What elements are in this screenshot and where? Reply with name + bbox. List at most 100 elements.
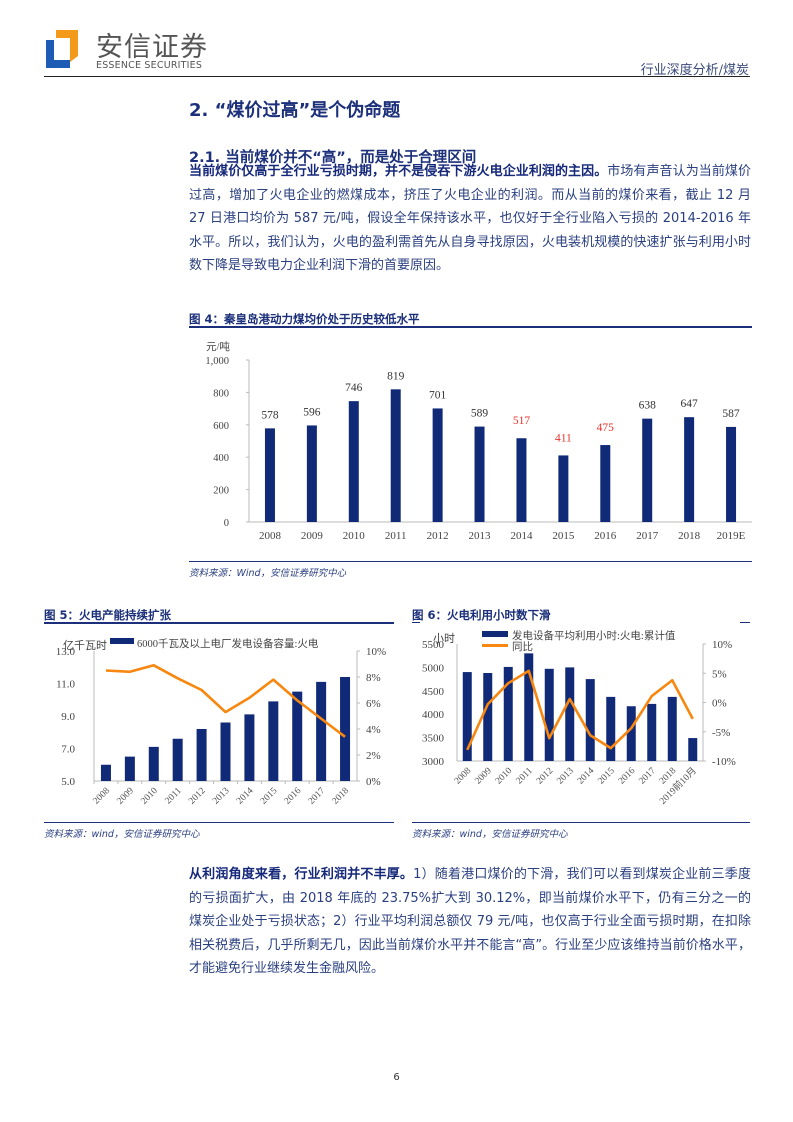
bar bbox=[316, 681, 327, 781]
x-tick-label: 2009 bbox=[115, 786, 136, 807]
bar bbox=[626, 706, 636, 761]
x-tick-label: 2012 bbox=[535, 766, 556, 787]
data-label: 517 bbox=[513, 415, 531, 427]
y-tick-label: 13.0 bbox=[56, 646, 76, 658]
logo-company-name: 安信证券 bbox=[96, 32, 208, 63]
y-tick-label: 800 bbox=[213, 388, 229, 399]
figure-6-rule-right bbox=[740, 622, 750, 623]
bar bbox=[688, 738, 698, 761]
y2-tick-label: 8% bbox=[366, 672, 381, 684]
report-type: 行业深度分析/煤炭 bbox=[640, 63, 749, 78]
bar bbox=[306, 425, 317, 522]
y2-tick-label: 2% bbox=[366, 750, 381, 762]
y-tick-label: 1,000 bbox=[205, 356, 229, 367]
x-tick-label: 2009 bbox=[301, 530, 324, 542]
x-tick-label: 2012 bbox=[187, 786, 208, 807]
x-tick-label: 2008 bbox=[453, 766, 474, 787]
bar bbox=[483, 673, 493, 761]
x-tick-label: 2009 bbox=[473, 766, 494, 787]
bar bbox=[606, 696, 616, 761]
data-label: 746 bbox=[345, 382, 363, 394]
y2-tick-label: -5% bbox=[712, 727, 730, 739]
data-label: 647 bbox=[681, 398, 699, 410]
figure-4-title: 图 4：秦皇岛港动力煤均价处于历史较低水平 bbox=[189, 312, 420, 326]
x-tick-label: 2014 bbox=[235, 786, 256, 807]
paragraph-2-lead: 从利润角度来看，行业利润并不丰厚。 bbox=[189, 867, 414, 882]
paragraph-1-lead: 当前煤价仅高于全行业亏损时期，并不是侵吞下游火电企业利润的主因。 bbox=[189, 164, 608, 179]
x-tick-label: 2015 bbox=[552, 530, 575, 542]
x-tick-label: 2015 bbox=[259, 786, 280, 807]
x-tick-label: 2011 bbox=[164, 786, 184, 806]
bar bbox=[565, 667, 575, 761]
x-tick-label: 2008 bbox=[259, 530, 282, 542]
page-number: 6 bbox=[393, 1072, 400, 1083]
bar bbox=[100, 764, 111, 781]
x-tick-label: 2013 bbox=[555, 766, 576, 787]
bar bbox=[196, 729, 207, 781]
legend-bar-label: 发电设备平均利用小时:火电:累计值 bbox=[512, 629, 676, 642]
legend-line-label: 同比 bbox=[512, 640, 533, 653]
x-tick-label: 2018 bbox=[331, 786, 352, 807]
y-tick-label: 7.0 bbox=[61, 744, 75, 756]
figure-5-rule bbox=[44, 622, 394, 624]
bar bbox=[432, 408, 443, 522]
bar bbox=[124, 756, 135, 781]
y-tick-label: 0 bbox=[224, 518, 229, 529]
figure-5-source: 资料来源：wind，安信证券研究中心 bbox=[44, 829, 200, 840]
bar bbox=[503, 666, 513, 761]
x-tick-label: 2013 bbox=[211, 786, 232, 807]
yoy-line bbox=[105, 663, 346, 738]
y-tick-label: 11.0 bbox=[56, 679, 75, 691]
y2-tick-label: 5% bbox=[712, 668, 727, 680]
y-tick-label: 5000 bbox=[422, 662, 445, 674]
bar bbox=[558, 455, 569, 522]
x-tick-label: 2017 bbox=[307, 786, 328, 807]
paragraph-1-body: 市场有声音认为当前煤价过高，增加了火电企业的燃煤成本，挤压了火电企业的利润。而从… bbox=[189, 164, 751, 273]
bar bbox=[647, 703, 657, 761]
paragraph-2: 从利润角度来看，行业利润并不丰厚。1）随着港口煤价的下滑，我们可以看到煤炭企业前… bbox=[189, 863, 751, 981]
y-tick-label: 200 bbox=[213, 486, 229, 497]
y2-tick-label: 4% bbox=[366, 724, 381, 736]
logo-icon bbox=[44, 28, 80, 70]
figure-4-source-rule bbox=[189, 561, 752, 562]
x-tick-label: 2011 bbox=[385, 530, 407, 542]
bar bbox=[462, 672, 472, 761]
y-axis-unit: 亿千瓦时 bbox=[63, 639, 107, 652]
data-label: 587 bbox=[722, 408, 740, 420]
figure-4-chart: 元/吨 0 200 400 600 800 1,000 578 2008 596 2009 746 20… bbox=[189, 333, 752, 553]
y-tick-label: 9.0 bbox=[61, 711, 75, 723]
x-tick-label: 2014 bbox=[576, 766, 597, 787]
x-tick-label: 2013 bbox=[469, 530, 492, 542]
y-tick-label: 600 bbox=[213, 421, 229, 432]
x-tick-label: 2010 bbox=[343, 530, 366, 542]
data-label: 475 bbox=[597, 422, 615, 434]
y-axis-unit: 小时 bbox=[433, 632, 455, 645]
data-label: 578 bbox=[261, 409, 279, 421]
y2-tick-label: 6% bbox=[366, 698, 381, 710]
x-tick-label: 2011 bbox=[515, 766, 535, 786]
figure-5-chart: 5.0 7.0 9.0 11.0 13.0 0% 2% 4% 6% 8% 10% 2008 2009 20… bbox=[44, 630, 394, 820]
bar bbox=[244, 714, 255, 781]
bar bbox=[340, 677, 351, 781]
bar bbox=[600, 445, 611, 522]
bar bbox=[268, 701, 279, 781]
y-tick-label: 3000 bbox=[422, 756, 445, 768]
bar bbox=[348, 401, 359, 522]
data-label: 411 bbox=[555, 432, 572, 444]
bar bbox=[544, 668, 554, 761]
logo-english-name: ESSENCE SECURITIES bbox=[96, 60, 203, 71]
bar bbox=[667, 696, 677, 761]
figure-4-source: 资料来源：Wind，安信证券研究中心 bbox=[189, 568, 347, 579]
paragraph-1: 当前煤价仅高于全行业亏损时期，并不是侵吞下游火电企业利润的主因。市场有声音认为当… bbox=[189, 160, 751, 278]
y-tick-label: 5.0 bbox=[61, 776, 75, 788]
legend-bar-swatch bbox=[482, 631, 508, 637]
bar bbox=[220, 722, 231, 781]
data-label: 819 bbox=[387, 370, 405, 382]
x-tick-label: 2017 bbox=[636, 530, 659, 542]
bar bbox=[148, 746, 159, 781]
x-tick-label: 2016 bbox=[283, 786, 304, 807]
x-tick-label: 2008 bbox=[92, 786, 113, 807]
figure-6-chart: 3000 3500 4000 4500 5000 5500 -10% -5% 0% 5% 10% 20… bbox=[400, 625, 760, 820]
bar bbox=[642, 418, 653, 522]
y-tick-label: 5500 bbox=[422, 639, 445, 651]
